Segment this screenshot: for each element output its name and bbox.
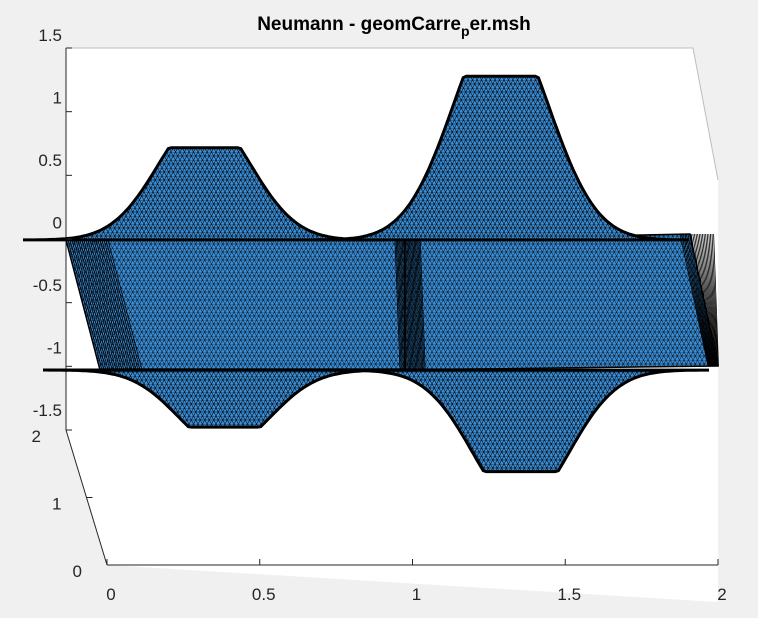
x-tick-label: 1 bbox=[412, 585, 421, 604]
bump-upper-mesh bbox=[23, 147, 386, 240]
z-axis-ticks: 1.5 1 0.5 0 -0.5 -1 -1.5 bbox=[33, 26, 72, 431]
fold-line bbox=[107, 239, 143, 371]
fold-line bbox=[687, 233, 711, 367]
z-tick-label: 1.5 bbox=[38, 26, 62, 45]
bump-lower-mesh bbox=[332, 370, 709, 472]
fold-line bbox=[101, 239, 137, 371]
title-suffix: er.msh bbox=[470, 14, 531, 35]
fold-line bbox=[705, 233, 717, 367]
y-tick-label: 2 bbox=[32, 427, 41, 446]
fold-line bbox=[692, 233, 713, 367]
fold-line bbox=[400, 239, 407, 371]
fold-line bbox=[410, 239, 416, 371]
x-tick-label: 2 bbox=[717, 585, 726, 604]
fold-line bbox=[81, 239, 117, 371]
z-tick-label: -1 bbox=[47, 339, 62, 358]
fold-line bbox=[702, 233, 716, 367]
fold-line bbox=[681, 233, 709, 367]
fold-line bbox=[416, 239, 422, 371]
flat-plane-right-mesh bbox=[405, 234, 718, 370]
chart-title: Neumann - geomCarreper.msh bbox=[257, 14, 531, 39]
x-tick-label: 0 bbox=[106, 585, 115, 604]
fold-line bbox=[682, 233, 710, 367]
bump-lower-mesh bbox=[43, 370, 406, 428]
fold-line bbox=[75, 239, 111, 371]
fold-line bbox=[69, 239, 105, 371]
fold-line bbox=[689, 233, 712, 367]
fold-line bbox=[711, 233, 719, 367]
title-main: Neumann - geomCarre bbox=[257, 14, 461, 35]
z-tick-label: -1.5 bbox=[33, 401, 62, 420]
y-tick-label: 0 bbox=[73, 562, 82, 581]
fold-line bbox=[403, 239, 409, 371]
fold-line bbox=[399, 239, 406, 371]
y-axis-ticks: 0 1 2 bbox=[32, 427, 113, 581]
fold-line bbox=[684, 233, 710, 367]
fold-line bbox=[406, 239, 413, 371]
fold-line bbox=[89, 239, 125, 371]
fold-line bbox=[697, 233, 714, 367]
fold-line bbox=[679, 233, 709, 367]
fold-line bbox=[395, 239, 402, 371]
fold-line bbox=[419, 239, 426, 371]
fold-line bbox=[97, 239, 133, 371]
fold-line bbox=[713, 233, 719, 367]
fold-line bbox=[79, 239, 115, 371]
x-axis-ticks: 0 0.5 1 1.5 2 bbox=[106, 559, 727, 604]
fold-line bbox=[83, 239, 119, 371]
z-tick-label: 0.5 bbox=[38, 151, 62, 170]
title-subscript: p bbox=[461, 23, 470, 39]
fold-line bbox=[91, 239, 127, 371]
fold-line bbox=[85, 239, 121, 371]
fold-line bbox=[404, 239, 410, 371]
fold-line bbox=[87, 239, 123, 371]
fold-line bbox=[394, 239, 401, 371]
right-edge-line bbox=[692, 47, 719, 181]
fold-line bbox=[418, 239, 425, 371]
fold-line bbox=[95, 239, 131, 371]
fold-line bbox=[77, 239, 113, 371]
fold-line bbox=[105, 239, 141, 371]
fold-line bbox=[67, 239, 103, 371]
fold-line bbox=[415, 239, 421, 371]
z-tick-label: 1 bbox=[53, 89, 62, 108]
fold-line bbox=[686, 233, 711, 367]
fold-line bbox=[409, 239, 415, 371]
fold-edge-lines bbox=[65, 233, 719, 371]
flat-plane-left-mesh bbox=[66, 240, 405, 370]
fold-line bbox=[401, 239, 408, 371]
fold-line bbox=[690, 233, 712, 367]
surface-mesh bbox=[23, 74, 719, 474]
fold-line bbox=[397, 239, 403, 371]
fold-line bbox=[703, 233, 716, 367]
fold-line bbox=[405, 239, 412, 371]
fold-line bbox=[407, 239, 414, 371]
fold-line bbox=[93, 239, 129, 371]
fold-line bbox=[698, 233, 715, 367]
fold-line bbox=[99, 239, 135, 371]
x-tick-label: 0.5 bbox=[252, 585, 276, 604]
z-tick-label: -0.5 bbox=[33, 276, 62, 295]
bump-upper-mesh bbox=[312, 76, 689, 240]
fold-line bbox=[103, 239, 139, 371]
fold-line bbox=[411, 239, 418, 371]
fold-line bbox=[73, 239, 109, 371]
fold-line bbox=[65, 239, 101, 371]
z-tick-label: 0 bbox=[53, 214, 62, 233]
fold-line bbox=[708, 233, 718, 367]
fold-line bbox=[694, 233, 713, 367]
fold-line bbox=[398, 239, 404, 371]
fold-line bbox=[413, 239, 420, 371]
fold-line bbox=[417, 239, 424, 371]
y-tick-label: 1 bbox=[52, 495, 61, 514]
fold-line bbox=[412, 239, 419, 371]
x-tick-label: 1.5 bbox=[557, 585, 581, 604]
fold-line bbox=[695, 233, 714, 367]
fold-line bbox=[700, 233, 715, 367]
fold-line bbox=[706, 233, 717, 367]
fold-line bbox=[71, 239, 107, 371]
fold-line bbox=[710, 233, 718, 367]
